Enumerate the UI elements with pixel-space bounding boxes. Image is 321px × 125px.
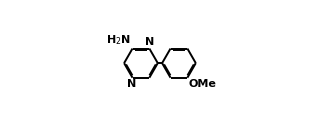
Text: N: N — [145, 37, 155, 47]
Text: H$_2$N: H$_2$N — [106, 33, 131, 47]
Text: N: N — [127, 80, 136, 90]
Text: OMe: OMe — [189, 79, 217, 89]
